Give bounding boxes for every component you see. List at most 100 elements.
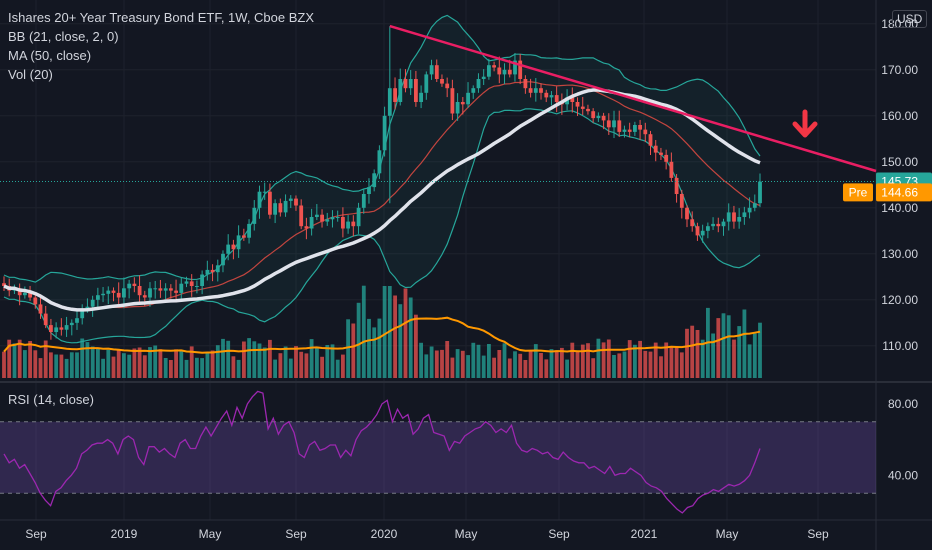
volume-bar xyxy=(575,350,580,378)
candle xyxy=(471,85,476,99)
candle-body xyxy=(90,299,95,307)
candle xyxy=(106,286,111,305)
candle-body xyxy=(215,265,220,273)
volume-bar xyxy=(648,351,653,378)
volume-bar xyxy=(247,338,251,378)
volume-bar xyxy=(695,330,700,378)
candle-body xyxy=(450,88,455,114)
candle xyxy=(414,70,418,107)
candle-body xyxy=(278,203,283,213)
trendline[interactable] xyxy=(389,24,877,173)
indicator-rsi[interactable]: RSI (14, close) xyxy=(8,392,94,407)
volume-bar xyxy=(721,313,726,378)
volume-bar xyxy=(742,309,747,378)
candle xyxy=(90,295,95,317)
volume-bar xyxy=(627,340,632,378)
candle-body xyxy=(351,221,356,227)
volume-bar xyxy=(90,346,95,378)
candle xyxy=(742,206,747,225)
volume-bar xyxy=(737,326,742,378)
candle xyxy=(466,82,470,108)
price-tick-label: 160.00 xyxy=(881,109,918,123)
candle xyxy=(346,215,350,234)
candle-body xyxy=(539,88,543,93)
candle-body xyxy=(523,79,528,89)
candle xyxy=(257,185,262,219)
rsi-band-fill xyxy=(0,421,876,494)
price-axis[interactable]: 110.00 120.00 130.00 140.00 150.00 160.00 170.… xyxy=(881,17,918,483)
candle-body xyxy=(283,200,288,213)
candle-body xyxy=(335,217,340,218)
symbol-title[interactable]: Ishares 20+ Year Treasury Bond ETF, 1W, … xyxy=(8,10,315,25)
candle xyxy=(116,282,121,305)
candle-body xyxy=(54,327,59,332)
pre-price-label: 144.66 xyxy=(881,185,918,199)
candle-body xyxy=(554,95,559,102)
candle-body xyxy=(341,217,345,229)
candle-body xyxy=(288,198,293,201)
price-tick-label: 140.00 xyxy=(881,201,918,215)
volume-bar xyxy=(429,346,434,378)
candle-body xyxy=(711,223,715,227)
candle-body xyxy=(210,269,215,273)
candle xyxy=(528,78,533,98)
candle xyxy=(481,69,486,85)
candle xyxy=(226,234,231,261)
time-axis[interactable]: Sep 2019 May Sep 2020 May Sep 2021 May Sep xyxy=(25,527,829,541)
candle xyxy=(2,276,6,291)
bb-lower xyxy=(3,108,761,344)
candle-body xyxy=(38,304,43,314)
candle xyxy=(59,318,64,336)
volume-bar xyxy=(294,346,298,378)
volume-bar xyxy=(320,356,324,378)
time-tick-label: 2019 xyxy=(111,527,138,541)
candle-body xyxy=(273,203,277,215)
candle-body xyxy=(674,177,679,194)
candle-body xyxy=(122,288,126,298)
volume-bar xyxy=(669,347,674,378)
volume-bar xyxy=(653,342,658,378)
volume-bar xyxy=(184,359,189,378)
candle xyxy=(294,195,298,211)
candle xyxy=(283,194,288,217)
candle-body xyxy=(330,217,335,220)
candle-body xyxy=(497,67,502,75)
candle xyxy=(706,222,710,239)
volume-bar xyxy=(278,353,283,378)
candle-body xyxy=(586,108,590,112)
candle-body xyxy=(737,217,742,222)
candle-body xyxy=(596,115,601,119)
candle-body xyxy=(205,269,210,275)
volume-bar xyxy=(419,342,423,378)
candle xyxy=(231,239,236,260)
volume-bar xyxy=(523,360,528,378)
candle-body xyxy=(752,203,757,208)
candle-body xyxy=(49,325,53,332)
volume-bar xyxy=(38,358,43,378)
volume-bar xyxy=(195,357,199,378)
volume-bar xyxy=(142,355,147,378)
candle xyxy=(539,83,543,100)
volume-bar xyxy=(116,349,121,378)
volume-bar xyxy=(549,349,554,378)
candle xyxy=(38,294,43,319)
indicator-ma[interactable]: MA (50, close) xyxy=(8,48,92,63)
pre-tag-box xyxy=(843,183,873,202)
candle xyxy=(502,63,507,85)
volume-bar xyxy=(497,350,502,378)
volume-bar xyxy=(179,349,184,378)
trendline-segment[interactable] xyxy=(389,24,877,173)
volume-bar xyxy=(106,349,111,378)
volume-bar xyxy=(528,350,533,378)
candle xyxy=(43,305,48,329)
indicator-bb[interactable]: BB (21, close, 2, 0) xyxy=(8,29,119,44)
candle xyxy=(643,122,648,143)
indicator-vol[interactable]: Vol (20) xyxy=(8,67,53,82)
pre-price-box xyxy=(876,183,932,202)
candle-body xyxy=(163,288,168,291)
currency-label[interactable]: USD xyxy=(892,10,928,28)
candle xyxy=(487,58,491,80)
candle-body xyxy=(169,288,173,291)
candle-body xyxy=(726,212,731,222)
